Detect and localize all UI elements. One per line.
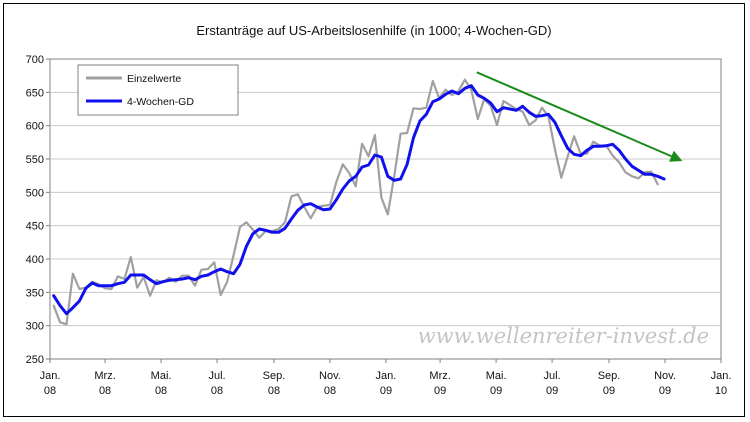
watermark: www.wellenreiter-invest.de <box>418 324 709 348</box>
x-tick-label-month: Mai. <box>151 370 172 382</box>
x-tick-label-year: 08 <box>155 385 167 397</box>
x-tick-label-year: 09 <box>434 385 446 397</box>
x-tick-label-month: Jul. <box>208 370 225 382</box>
x-tick-label-year: 10 <box>715 385 727 397</box>
trend-arrow-line <box>476 71 672 158</box>
x-tick-label-year: 08 <box>324 385 336 397</box>
series-line-4-wochen-gd <box>52 84 666 316</box>
y-tick-label: 250 <box>26 354 44 366</box>
x-tick-label-month: Jan. <box>376 370 397 382</box>
chart-frame: Erstanträge auf US-Arbeitslosenhilfe (in… <box>3 3 745 417</box>
y-tick-label: 300 <box>26 321 44 333</box>
chart-title: Erstanträge auf US-Arbeitslosenhilfe (in… <box>196 23 551 38</box>
y-tick-label: 450 <box>26 221 44 233</box>
x-tick-label-year: 09 <box>380 385 392 397</box>
line-chart: Erstanträge auf US-Arbeitslosenhilfe (in… <box>26 23 732 397</box>
legend: Einzelwerte 4-Wochen-GD <box>77 64 239 116</box>
x-tick-label-month: Mai. <box>486 370 507 382</box>
x-tick-label-month: Jan. <box>711 370 732 382</box>
x-tick-label-month: Mrz. <box>94 370 115 382</box>
x-tick-label-year: 09 <box>546 385 558 397</box>
series-line-einzelwerte <box>52 78 659 326</box>
x-tick-label-month: Jul. <box>544 370 561 382</box>
x-tick-label-year: 08 <box>99 385 111 397</box>
trend-arrow-head <box>669 150 683 162</box>
legend-box <box>77 64 239 116</box>
y-tick-label: 600 <box>26 121 44 133</box>
x-tick-label-year: 09 <box>659 385 671 397</box>
x-tick-label-year: 08 <box>268 385 280 397</box>
y-axis: 250 300 350 400 450 500 550 600 650 700 <box>26 54 50 366</box>
x-tick-label-month: Mrz. <box>429 370 450 382</box>
x-tick-label-year: 08 <box>44 385 56 397</box>
y-tick-label: 650 <box>26 87 44 99</box>
x-tick-label-month: Jan. <box>40 370 61 382</box>
y-tick-label: 400 <box>26 254 44 266</box>
x-tick-label-month: Sep. <box>598 370 621 382</box>
y-tick-label: 550 <box>26 154 44 166</box>
annotations <box>476 71 683 162</box>
x-tick-label-month: Nov. <box>319 370 341 382</box>
x-axis: Jan. 08 Mrz. 08 Mai. 08 Jul. 08 Sep. 08 Nov. 08 Jan.… <box>40 359 732 397</box>
x-tick-label-month: Nov. <box>654 370 676 382</box>
y-tick-label: 350 <box>26 287 44 299</box>
x-tick-label-year: 09 <box>490 385 502 397</box>
x-tick-label-year: 09 <box>603 385 615 397</box>
x-tick-label-month: Sep. <box>263 370 286 382</box>
legend-label-4-wochen-gd: 4-Wochen-GD <box>127 96 194 108</box>
legend-label-einzelwerte: Einzelwerte <box>127 73 181 85</box>
x-tick-label-year: 08 <box>211 385 223 397</box>
series <box>52 78 666 326</box>
y-tick-label: 700 <box>26 54 44 66</box>
y-tick-label: 500 <box>26 187 44 199</box>
grid-lines <box>50 91 721 327</box>
